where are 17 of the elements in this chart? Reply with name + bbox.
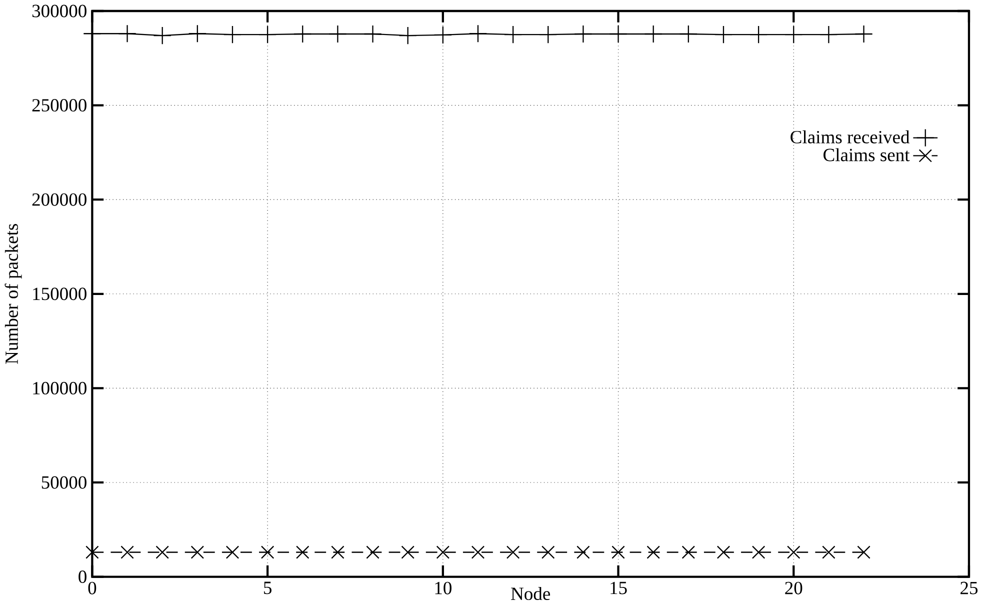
x-tick-label: 25 [960,582,978,594]
y-tick-label: 100000 [33,382,86,395]
y-tick-label: 250000 [32,99,86,112]
legend-label: Claims received [790,130,910,144]
x-axis-title: Node [511,587,550,600]
x-tick-label: 20 [785,582,802,594]
y-tick-label: 50000 [42,476,86,489]
y-axis-title: Number of packets [4,224,22,364]
y-tick-label: 300000 [32,4,86,18]
y-tick-label: 0 [78,570,86,584]
x-tick-label: 15 [610,582,627,594]
y-tick-label: 150000 [33,288,86,300]
y-tick-label: 200000 [32,193,86,206]
x-tick-label: 10 [435,582,452,594]
legend-label: Claims sent [824,148,910,162]
x-tick-label: 5 [264,582,272,594]
x-tick-label: 0 [88,582,96,594]
